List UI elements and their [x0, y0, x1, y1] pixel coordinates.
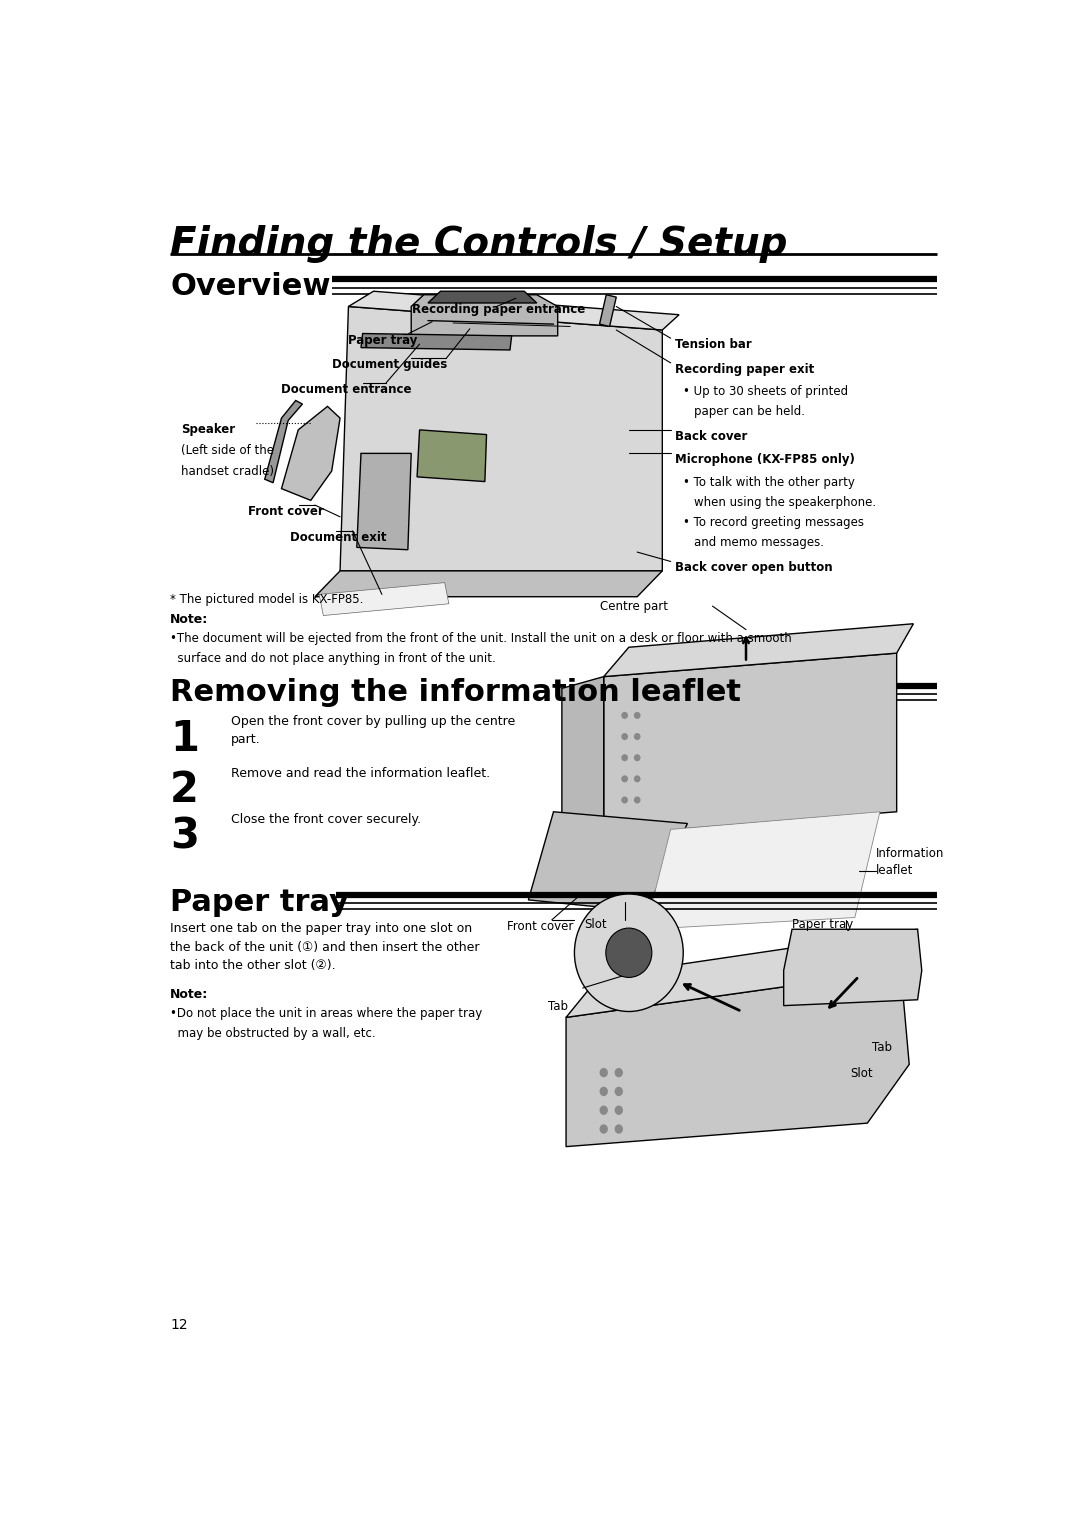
- Text: surface and do not place anything in front of the unit.: surface and do not place anything in fro…: [171, 652, 496, 665]
- Ellipse shape: [634, 754, 640, 761]
- Text: handset cradle): handset cradle): [181, 465, 274, 478]
- Polygon shape: [356, 453, 411, 549]
- Text: Paper tray: Paper tray: [171, 888, 349, 917]
- Text: Speaker: Speaker: [181, 423, 235, 436]
- Ellipse shape: [606, 928, 652, 978]
- Ellipse shape: [615, 1068, 623, 1077]
- Text: Front cover: Front cover: [508, 920, 573, 932]
- Ellipse shape: [621, 797, 627, 804]
- Ellipse shape: [615, 1087, 623, 1096]
- Text: Front cover: Front cover: [248, 505, 324, 517]
- Text: Back cover open button: Back cover open button: [675, 562, 833, 574]
- Text: Recording paper exit: Recording paper exit: [675, 363, 814, 375]
- Text: Document exit: Document exit: [289, 531, 387, 543]
- Text: Slot: Slot: [584, 917, 607, 931]
- Polygon shape: [361, 334, 512, 349]
- Ellipse shape: [615, 1125, 623, 1134]
- Text: and memo messages.: and memo messages.: [694, 536, 824, 549]
- Polygon shape: [566, 929, 918, 1018]
- Polygon shape: [646, 812, 880, 929]
- Ellipse shape: [634, 775, 640, 783]
- Text: Tab: Tab: [548, 1000, 568, 1013]
- Text: Removing the information leaflet: Removing the information leaflet: [171, 678, 741, 707]
- Ellipse shape: [575, 894, 684, 1012]
- Polygon shape: [417, 430, 486, 482]
- Ellipse shape: [621, 711, 627, 719]
- Text: 1: 1: [171, 717, 199, 760]
- Polygon shape: [265, 400, 302, 482]
- Text: • Up to 30 sheets of printed: • Up to 30 sheets of printed: [684, 385, 849, 398]
- Text: •Do not place the unit in areas where the paper tray: •Do not place the unit in areas where th…: [171, 1007, 483, 1019]
- Ellipse shape: [621, 775, 627, 783]
- Text: Tension bar: Tension bar: [675, 339, 752, 351]
- Text: (Left side of the: (Left side of the: [181, 444, 274, 456]
- Text: * The pictured model is KX-FP85.: * The pictured model is KX-FP85.: [171, 594, 364, 606]
- Polygon shape: [604, 653, 896, 835]
- Polygon shape: [428, 291, 537, 304]
- Text: • To record greeting messages: • To record greeting messages: [684, 516, 864, 528]
- Text: Note:: Note:: [171, 613, 208, 626]
- Polygon shape: [604, 624, 914, 676]
- Text: Overview: Overview: [171, 273, 330, 302]
- Text: Open the front cover by pulling up the centre
part.: Open the front cover by pulling up the c…: [231, 716, 515, 746]
- Text: Document guides: Document guides: [332, 359, 447, 371]
- Polygon shape: [349, 291, 679, 330]
- Polygon shape: [320, 583, 449, 615]
- Polygon shape: [562, 676, 604, 847]
- Text: • To talk with the other party: • To talk with the other party: [684, 476, 855, 488]
- Polygon shape: [282, 406, 340, 501]
- Ellipse shape: [621, 732, 627, 740]
- Text: Close the front cover securely.: Close the front cover securely.: [231, 813, 421, 826]
- Text: Paper tray: Paper tray: [792, 917, 853, 931]
- Polygon shape: [411, 295, 557, 336]
- Ellipse shape: [599, 1068, 608, 1077]
- Text: Remove and read the information leaflet.: Remove and read the information leaflet.: [231, 768, 490, 780]
- Text: Document entrance: Document entrance: [282, 383, 411, 395]
- Text: Note:: Note:: [171, 987, 208, 1001]
- Polygon shape: [566, 971, 909, 1146]
- Text: Insert one tab on the paper tray into one slot on
the back of the unit (①) and t: Insert one tab on the paper tray into on…: [171, 922, 480, 972]
- Ellipse shape: [599, 1125, 608, 1134]
- Text: •The document will be ejected from the front of the unit. Install the unit on a : •The document will be ejected from the f…: [171, 632, 792, 645]
- Text: paper can be held.: paper can be held.: [694, 406, 805, 418]
- Text: Centre part: Centre part: [599, 600, 667, 613]
- Text: Recording paper entrance: Recording paper entrance: [413, 304, 585, 316]
- Text: Finding the Controls / Setup: Finding the Controls / Setup: [171, 226, 787, 264]
- Polygon shape: [784, 929, 922, 1006]
- Ellipse shape: [621, 754, 627, 761]
- Ellipse shape: [634, 711, 640, 719]
- Text: 3: 3: [171, 815, 199, 858]
- Text: when using the speakerphone.: when using the speakerphone.: [694, 496, 876, 508]
- Text: 12: 12: [171, 1318, 188, 1332]
- Ellipse shape: [634, 797, 640, 804]
- Polygon shape: [599, 295, 617, 327]
- Text: Tab: Tab: [872, 1041, 892, 1054]
- Text: Microphone (KX-FP85 only): Microphone (KX-FP85 only): [675, 453, 854, 467]
- Text: Back cover: Back cover: [675, 430, 747, 443]
- Text: Information
leaflet: Information leaflet: [876, 847, 944, 877]
- Text: Slot: Slot: [851, 1067, 874, 1080]
- Ellipse shape: [599, 1105, 608, 1116]
- Polygon shape: [340, 307, 662, 571]
- Text: Paper tray: Paper tray: [349, 334, 418, 346]
- Text: may be obstructed by a wall, etc.: may be obstructed by a wall, etc.: [171, 1027, 376, 1039]
- Polygon shape: [528, 812, 688, 911]
- Ellipse shape: [599, 1087, 608, 1096]
- Polygon shape: [315, 571, 662, 597]
- Ellipse shape: [634, 732, 640, 740]
- Ellipse shape: [615, 1105, 623, 1116]
- Text: 2: 2: [171, 769, 199, 812]
